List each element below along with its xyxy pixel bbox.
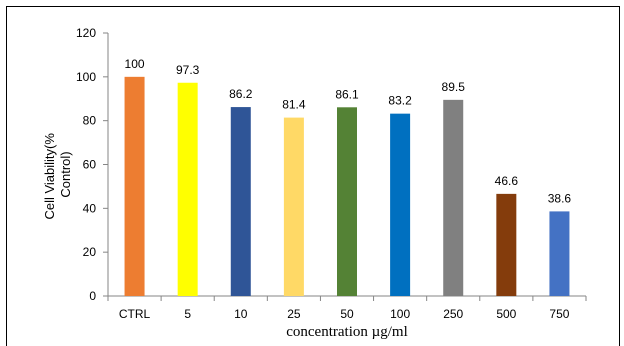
bar-250 <box>443 99 464 297</box>
x-tick-label-50: 50 <box>340 307 354 321</box>
x-tick-label-500: 500 <box>496 307 516 321</box>
y-tick-label: 60 <box>83 158 97 172</box>
bar-5 <box>177 82 198 297</box>
x-tick-label-750: 750 <box>549 307 569 321</box>
y-axis: 0 20 40 60 80 100 120 <box>76 26 109 303</box>
data-labels: 100 97.3 86.2 81.4 86.1 83.2 89.5 46.6 38.6 <box>125 57 572 206</box>
data-label-5: 97.3 <box>176 63 200 77</box>
data-label-25: 81.4 <box>282 98 306 112</box>
data-label-100: 83.2 <box>388 94 412 108</box>
bar-10 <box>230 107 251 296</box>
y-tick-label: 80 <box>83 114 97 128</box>
y-tick-label: 100 <box>76 70 96 84</box>
x-tick-label-5: 5 <box>184 307 191 321</box>
x-tick-label-ctrl: CTRL <box>119 307 151 321</box>
bar-25 <box>283 117 304 297</box>
data-label-250: 89.5 <box>442 80 466 94</box>
y-tick-label: 120 <box>76 26 96 40</box>
data-label-ctrl: 100 <box>125 57 145 71</box>
bar-500 <box>496 193 517 296</box>
y-axis-title-line-2: Control) <box>58 151 73 197</box>
bar-50 <box>337 107 357 296</box>
x-axis-title: concentration µg/ml <box>286 324 408 340</box>
x-tick-label-25: 25 <box>287 307 301 321</box>
data-label-10: 86.2 <box>229 87 253 101</box>
x-tick-label-10: 10 <box>234 307 248 321</box>
data-label-50: 86.1 <box>335 87 359 101</box>
bars <box>124 76 570 297</box>
y-tick-label: 20 <box>83 245 97 259</box>
y-axis-title-line-1: Cell Viability(% <box>42 133 57 220</box>
bar-100 <box>390 113 411 296</box>
bar-750 <box>549 211 570 296</box>
y-tick-label: 40 <box>83 201 97 215</box>
data-label-750: 38.6 <box>548 191 572 205</box>
y-tick-label: 0 <box>89 289 96 303</box>
x-tick-label-250: 250 <box>443 307 463 321</box>
x-axis: CTRL 5 10 25 50 100 250 500 750 <box>107 295 587 321</box>
data-label-500: 46.6 <box>495 174 519 188</box>
x-tick-label-100: 100 <box>390 307 410 321</box>
y-axis-title: Cell Viability(% Control) <box>42 129 73 219</box>
bar-ctrl <box>124 76 145 296</box>
